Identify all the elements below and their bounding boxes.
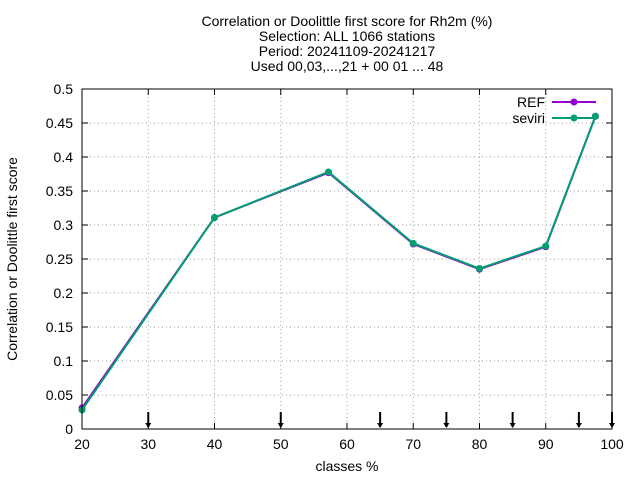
x-tick-label: 90: [538, 436, 554, 452]
data-point-seviri: [324, 168, 332, 176]
chart-title-line: Period: 20241109-20241217: [259, 43, 436, 59]
y-tick-label: 0.35: [46, 183, 73, 199]
y-tick-label: 0.1: [54, 353, 74, 369]
y-tick-label: 0.15: [46, 319, 73, 335]
class-boundary-arrowhead: [377, 423, 384, 428]
y-tick-label: 0.3: [54, 217, 74, 233]
data-point-seviri: [409, 239, 417, 247]
chart-title-line: Used 00,03,...,21 + 00 01 ... 48: [251, 58, 444, 74]
x-axis-ticks: 20 30 40 50 60 70 80 90 100: [74, 89, 624, 452]
grid-lines: [82, 89, 612, 429]
x-tick-label: 60: [339, 436, 355, 452]
series-line-seviri: [81, 115, 597, 411]
chart-title: Correlation or Doolittle first score for…: [202, 13, 493, 74]
x-tick-label: 20: [74, 436, 90, 452]
class-boundary-arrowhead: [575, 423, 582, 428]
data-point-seviri: [542, 242, 550, 250]
x-tick-label: 80: [472, 436, 488, 452]
data-point-seviri: [211, 214, 218, 222]
y-tick-label: 0: [65, 421, 73, 437]
series-line-REF: [81, 115, 597, 409]
y-tick-label: 0.05: [46, 387, 73, 403]
legend-swatch-marker: [570, 114, 578, 122]
x-axis-label: classes %: [315, 458, 378, 474]
class-boundary-arrowhead: [509, 423, 516, 428]
class-boundary-arrowhead: [443, 423, 450, 428]
x-tick-label: 30: [140, 436, 156, 452]
legend-label: seviri: [512, 110, 545, 126]
y-tick-label: 0.45: [46, 115, 73, 131]
legend-swatch-marker: [570, 98, 578, 106]
class-boundary-arrows: [145, 412, 615, 428]
y-axis-ticks: 0 0.05 0.1 0.15 0.2 0.25 0.3 0.35 0.4 0.45 0.5: [46, 81, 612, 437]
y-tick-label: 0.4: [54, 149, 74, 165]
data-point-seviri: [476, 265, 483, 273]
x-tick-label: 100: [600, 436, 624, 452]
y-tick-label: 0.25: [46, 251, 73, 267]
y-axis-label: Correlation or Doolittle first score: [4, 157, 20, 361]
y-tick-label: 0.2: [54, 285, 74, 301]
y-tick-label: 0.5: [54, 81, 74, 97]
x-tick-label: 50: [273, 436, 289, 452]
chart-title-line: Correlation or Doolittle first score for…: [202, 13, 493, 29]
series-lines: [78, 112, 599, 414]
x-tick-label: 70: [405, 436, 421, 452]
chart-title-line: Selection: ALL 1066 stations: [259, 28, 435, 44]
legend-label: REF: [517, 94, 545, 110]
x-tick-label: 40: [207, 436, 223, 452]
